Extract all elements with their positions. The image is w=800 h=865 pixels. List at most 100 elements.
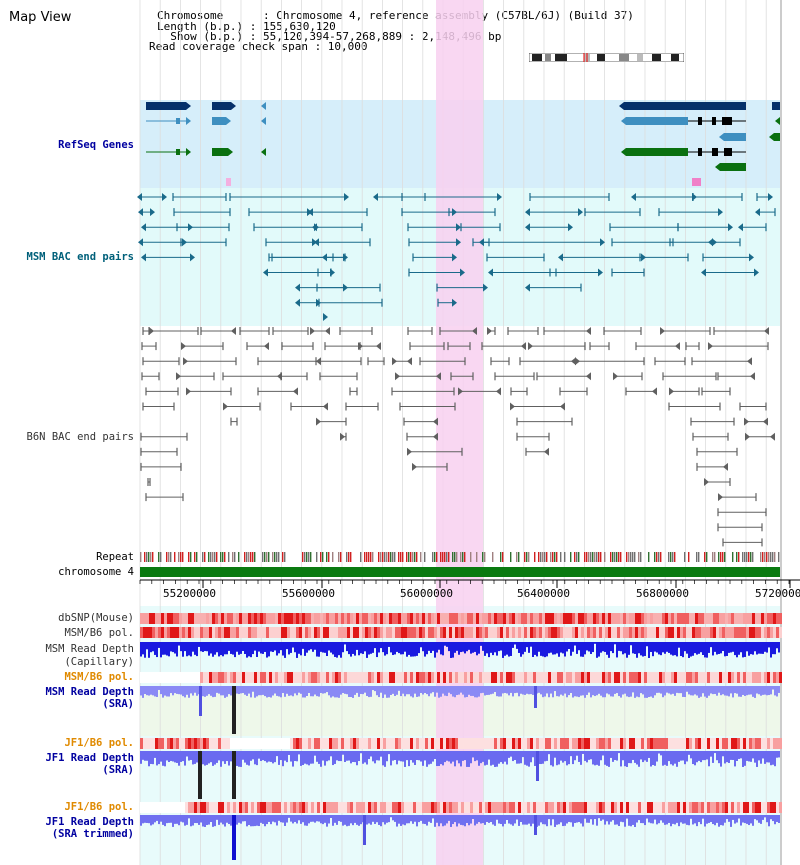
polymorphism-heat-cell: [155, 627, 158, 638]
repeat-element: [338, 552, 340, 562]
read-depth-bar: [666, 642, 668, 652]
polymorphism-heat-cell: [575, 672, 578, 683]
polymorphism-heat-cell: [620, 802, 623, 813]
polymorphism-heat-cell: [497, 613, 500, 624]
read-depth-bar: [226, 686, 228, 697]
read-depth-bar: [626, 815, 628, 819]
repeat-element: [578, 552, 580, 562]
polymorphism-heat-cell: [362, 627, 365, 638]
polymorphism-heat-cell: [458, 802, 461, 813]
polymorphism-heat-cell: [359, 672, 362, 683]
read-depth-bar: [258, 642, 260, 652]
polymorphism-heat-cell: [611, 672, 614, 683]
read-depth-bar: [550, 686, 552, 694]
read-depth-bar: [414, 686, 416, 694]
read-depth-bar: [326, 751, 328, 762]
read-depth-bar: [372, 815, 374, 822]
polymorphism-heat-cell: [725, 802, 728, 813]
polymorphism-heat-cell: [659, 802, 662, 813]
read-depth-bar: [452, 686, 454, 697]
polymorphism-heat-cell: [677, 802, 680, 813]
polymorphism-heat-cell: [335, 627, 338, 638]
read-depth-bar: [496, 686, 498, 697]
read-depth-bar: [752, 815, 754, 826]
read-depth-bar: [456, 642, 458, 651]
read-depth-bar: [252, 686, 254, 692]
polymorphism-heat-cell: [227, 672, 230, 683]
polymorphism-heat-cell: [245, 627, 248, 638]
polymorphism-heat-cell: [158, 613, 161, 624]
polymorphism-heat-cell: [200, 613, 203, 624]
read-depth-bar: [368, 686, 370, 698]
read-depth-bar: [772, 642, 774, 655]
read-depth-bar: [464, 815, 466, 827]
read-depth-bar: [174, 751, 176, 763]
polymorphism-heat-cell: [377, 738, 380, 749]
read-depth-bar: [296, 815, 298, 824]
read-depth-bar: [732, 642, 734, 652]
repeat-element: [414, 552, 416, 562]
read-depth-bar: [430, 751, 432, 764]
polymorphism-heat-cell: [182, 738, 185, 749]
read-depth-bar: [404, 642, 406, 652]
polymorphism-heat-cell: [578, 672, 581, 683]
read-depth-bar: [544, 815, 546, 825]
read-depth-bar: [334, 686, 336, 698]
polymorphism-heat-cell: [392, 738, 395, 749]
polymorphism-heat-cell: [416, 627, 419, 638]
polymorphism-heat-cell: [365, 802, 368, 813]
read-depth-bar: [456, 815, 458, 827]
polymorphism-heat-cell: [164, 738, 167, 749]
read-depth-bar: [682, 686, 684, 697]
repeat-element: [360, 552, 362, 562]
polymorphism-heat-cell: [401, 672, 404, 683]
polymorphism-heat-cell: [416, 738, 419, 749]
chromosome-ideogram[interactable]: [529, 53, 684, 62]
polymorphism-heat-cell: [737, 613, 740, 624]
polymorphism-heat-cell: [200, 738, 203, 749]
read-depth-bar: [292, 751, 294, 767]
polymorphism-heat-cell: [755, 627, 758, 638]
read-depth-bar: [516, 751, 518, 764]
read-depth-bar: [174, 815, 176, 824]
read-depth-bar: [206, 642, 208, 652]
repeat-element: [656, 552, 658, 562]
read-depth-bar: [260, 751, 262, 762]
read-depth-bar: [718, 642, 720, 654]
read-depth-bar: [340, 686, 342, 695]
polymorphism-heat-cell: [641, 627, 644, 638]
read-depth-bar: [666, 686, 668, 693]
read-depth-bar: [178, 642, 180, 646]
read-depth-bar: [406, 686, 408, 695]
read-depth-bar: [680, 815, 682, 823]
repeat-element: [168, 552, 170, 562]
polymorphism-heat-cell: [482, 672, 485, 683]
strand-arrow: [395, 372, 400, 381]
read-depth-bar: [250, 642, 252, 658]
read-depth-bar: [620, 686, 622, 698]
read-depth-bar: [384, 751, 386, 767]
polymorphism-heat-cell: [485, 627, 488, 638]
strand-arrow: [715, 163, 720, 171]
read-depth-bar: [462, 686, 464, 695]
read-depth-bar: [694, 815, 696, 824]
polymorphism-heat-cell: [206, 672, 209, 683]
polymorphism-heat-cell: [515, 672, 518, 683]
read-depth-bar: [520, 686, 522, 694]
read-depth-bar: [330, 815, 332, 818]
polymorphism-heat-cell: [665, 672, 668, 683]
polymorphism-heat-cell: [353, 672, 356, 683]
polymorphism-heat-cell: [707, 627, 710, 638]
repeat-element: [250, 552, 252, 562]
read-depth-bar: [400, 686, 402, 697]
read-depth-bar: [178, 751, 180, 766]
read-depth-bar: [370, 815, 372, 825]
polymorphism-heat-cell: [524, 613, 527, 624]
polymorphism-heat-cell: [275, 627, 278, 638]
read-depth-bar: [578, 815, 580, 823]
read-depth-bar: [298, 815, 300, 821]
repeat-element: [274, 552, 276, 562]
read-depth-bar: [370, 642, 372, 654]
polymorphism-heat-cell: [353, 627, 356, 638]
